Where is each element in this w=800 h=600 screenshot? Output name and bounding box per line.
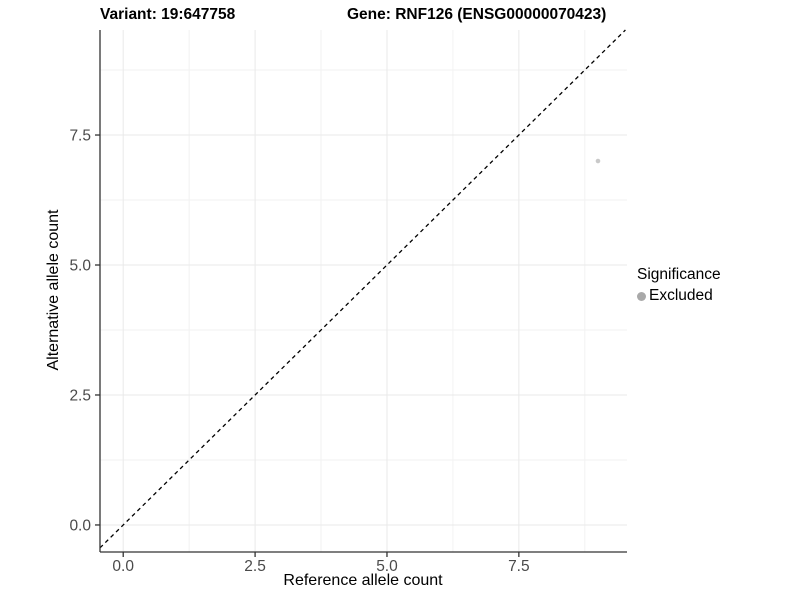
y-tick-label: 5.0 xyxy=(69,258,91,275)
x-tick-label: 0.0 xyxy=(112,558,134,575)
legend-entry-excluded: Excluded xyxy=(637,287,721,305)
data-points xyxy=(595,158,601,164)
legend-point-icon xyxy=(637,291,646,301)
legend-title: Significance xyxy=(637,266,721,283)
x-tick-label: 2.5 xyxy=(244,558,266,575)
legend-entry-label: Excluded xyxy=(649,287,713,304)
gridlines-minor xyxy=(100,30,627,552)
gene-title: Gene: RNF126 (ENSG00000070423) xyxy=(347,6,607,23)
axis-ticks: 0.0 2.5 5.0 7.5 0.0 2.5 5.0 7.5 xyxy=(69,128,529,575)
x-axis-title: Reference allele count xyxy=(283,572,443,589)
legend: Significance Excluded xyxy=(637,266,721,305)
y-tick-label: 0.0 xyxy=(69,517,91,534)
y-tick-label: 2.5 xyxy=(69,387,91,404)
gridlines-major xyxy=(100,30,627,552)
y-tick-label: 7.5 xyxy=(69,128,91,145)
identity-line xyxy=(99,29,626,549)
x-tick-label: 7.5 xyxy=(508,558,530,575)
data-point xyxy=(595,158,601,164)
x-tick-label: 5.0 xyxy=(376,558,398,575)
y-axis-title: Alternative allele count xyxy=(45,209,62,371)
variant-title: Variant: 19:647758 xyxy=(100,6,236,23)
